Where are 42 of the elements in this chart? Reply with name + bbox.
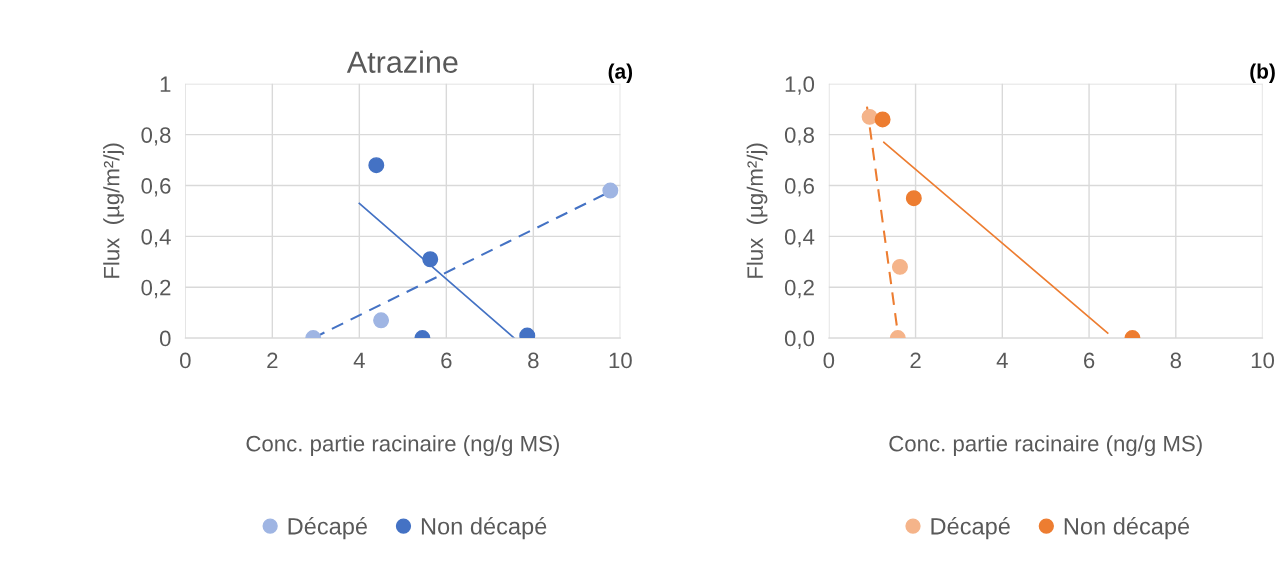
legend-label: Décapé: [288, 516, 368, 540]
y-axis-title: Flux (µg/m²/j): [103, 143, 124, 278]
x-tick-label: 8: [1170, 352, 1182, 369]
chart-title: Atrazine: [346, 50, 458, 73]
x-tick-label: 8: [528, 352, 539, 369]
y-tick-label: 0,2: [141, 279, 171, 299]
point: [891, 258, 908, 275]
point: [368, 157, 385, 174]
x-tick-label: 0: [180, 352, 191, 369]
x-tick-label: 4: [353, 352, 365, 369]
x-tick-label: 2: [267, 352, 278, 369]
x-tick-label: 10: [609, 352, 632, 369]
y-tick-label: 0,6: [141, 178, 171, 197]
y-tick-label: 0,8: [141, 127, 171, 146]
y-axis-title: Flux (µg/m²/j): [746, 143, 768, 278]
point: [602, 182, 619, 199]
y-tick-label: 1,0: [785, 76, 815, 95]
x-tick-label: 4: [996, 352, 1008, 369]
y-tick-label: 0,4: [141, 228, 171, 248]
x-tick-label: 6: [1084, 352, 1095, 369]
x-tick-label: 10: [1251, 352, 1275, 369]
legend-label: Décapé: [931, 516, 1010, 540]
y-tick-label: 0,2: [784, 279, 814, 299]
x-axis-title: Conc. partie racinaire (ng/g MS): [889, 435, 1202, 456]
x-axis-title: Conc. partie racinaire (ng/g MS): [246, 435, 559, 456]
point: [861, 108, 878, 125]
y-tick-label: 0,0: [784, 330, 815, 349]
x-tick-label: 0: [823, 352, 835, 369]
legend-label: Non décapé: [1064, 516, 1190, 540]
point: [905, 190, 922, 207]
point: [874, 111, 891, 128]
x-tick-label: 6: [441, 352, 452, 369]
point: [422, 251, 439, 268]
y-tick-label: 0,4: [784, 228, 815, 248]
y-tick-label: 1: [160, 76, 171, 92]
y-tick-label: 0: [159, 330, 171, 347]
y-tick-label: 0,6: [784, 178, 814, 197]
text: (b): [1250, 63, 1275, 83]
y-tick-label: 0,8: [784, 127, 814, 146]
x-tick-label: 2: [910, 352, 921, 369]
legend-label: Non décapé: [421, 516, 547, 540]
text: (a): [608, 63, 633, 83]
